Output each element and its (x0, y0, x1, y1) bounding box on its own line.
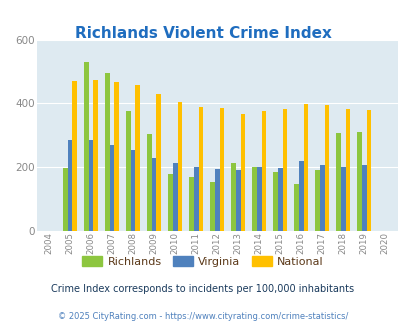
Bar (63, 168, 68, 231)
Text: Crime Index corresponds to incidents per 100,000 inhabitants: Crime Index corresponds to incidents per… (51, 284, 354, 294)
Bar (219, 108, 224, 231)
Bar (252, 167, 256, 231)
Bar (277, 168, 282, 231)
Bar (156, 94, 161, 231)
Bar (194, 167, 198, 231)
Bar (210, 182, 214, 231)
Bar (135, 85, 140, 231)
Bar (335, 133, 340, 231)
Bar (294, 184, 298, 231)
Bar (345, 109, 350, 231)
Bar (273, 172, 277, 231)
Bar (261, 111, 266, 231)
Bar (147, 134, 151, 231)
Bar (126, 112, 130, 231)
Bar (151, 158, 156, 231)
Bar (198, 107, 202, 231)
Bar (298, 161, 303, 231)
Bar (84, 62, 89, 231)
Bar (93, 80, 98, 231)
Bar (361, 165, 366, 231)
Bar (303, 104, 307, 231)
Legend: Richlands, Virginia, National: Richlands, Virginia, National (77, 251, 328, 271)
Bar (68, 140, 72, 231)
Bar (189, 177, 194, 231)
Bar (282, 109, 286, 231)
Bar (356, 132, 361, 231)
Bar (177, 102, 182, 231)
Bar (319, 165, 324, 231)
Bar (89, 140, 93, 231)
Bar (173, 163, 177, 231)
Bar (366, 110, 370, 231)
Bar (240, 114, 245, 231)
Bar (110, 145, 114, 231)
Bar (231, 163, 235, 231)
Text: Richlands Violent Crime Index: Richlands Violent Crime Index (75, 26, 330, 41)
Bar (168, 174, 173, 231)
Text: © 2025 CityRating.com - https://www.cityrating.com/crime-statistics/: © 2025 CityRating.com - https://www.city… (58, 313, 347, 321)
Bar (324, 105, 328, 231)
Bar (130, 150, 135, 231)
Bar (235, 170, 240, 231)
Bar (214, 169, 219, 231)
Bar (315, 170, 319, 231)
Bar (105, 73, 110, 231)
Bar (72, 82, 77, 231)
Bar (340, 167, 345, 231)
Bar (114, 82, 119, 231)
Bar (256, 167, 261, 231)
